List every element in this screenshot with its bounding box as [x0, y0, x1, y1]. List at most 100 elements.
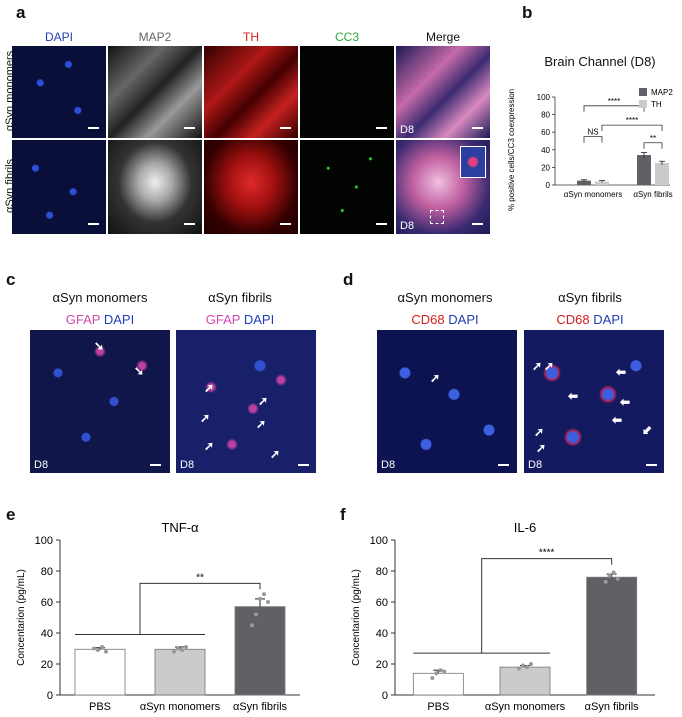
chart-f-data-point: [521, 663, 525, 668]
channel-label-merge: Merge: [425, 30, 460, 44]
chart-e-data-point: [96, 648, 100, 653]
arrow-indicator: ⬅: [568, 389, 579, 403]
arrow-indicator: ➚: [200, 411, 211, 425]
chart-e-category-label: αSyn monomers: [140, 701, 221, 713]
scalebar: [184, 127, 195, 129]
scalebar: [498, 464, 509, 466]
chart-f-ytick-label: 60: [376, 597, 388, 609]
stain-dapi: DAPI: [243, 312, 275, 327]
arrow-indicator: ➚: [258, 394, 269, 408]
chart-e-sig-label: **: [196, 572, 204, 583]
chart-e-ytick-label: 60: [41, 597, 53, 609]
panel-c-stain-monomers: GFAP DAPI: [30, 312, 170, 327]
channel-label-dapi: DAPI: [44, 30, 73, 44]
timepoint-label: D8: [34, 459, 49, 471]
micrograph-dapi-monomers: [12, 46, 106, 138]
arrow-indicator: ➘: [94, 339, 105, 353]
chart-b-sig-fibrils-label: **: [650, 134, 656, 143]
panel-d-letter: d: [343, 270, 354, 289]
chart-f-data-point: [525, 665, 529, 670]
panel-d-stain-fibrils: CD68 DAPI: [520, 312, 660, 327]
scalebar: [646, 464, 657, 466]
chart-e-sig-bracket: [139, 582, 261, 635]
chart-f: IL-6 Concentarion (pg/mL) 0 20 40 60 80 100 PBS α…: [351, 520, 655, 713]
chart-e-data-point: [184, 644, 188, 649]
panel-d-stain-monomers: CD68 DAPI: [375, 312, 515, 327]
arrow-indicator: ➚: [532, 359, 543, 373]
chart-e-data-point: [172, 649, 176, 654]
micrograph-gfap-fibrils: [176, 330, 316, 473]
panel-f-letter: f: [340, 505, 346, 524]
timepoint-label: D8: [381, 459, 396, 471]
scalebar: [298, 464, 309, 466]
chart-b-sig-th-label: ****: [626, 116, 638, 125]
chart-b-ytick-label: 80: [541, 111, 550, 120]
chart-e-ytick-label: 20: [41, 659, 53, 671]
arrow-indicator: ➚: [430, 371, 441, 385]
scalebar: [472, 127, 483, 129]
chart-f-data-point: [517, 666, 521, 671]
micrograph-merge-fibrils: [396, 140, 490, 234]
chart-e-data-point: [100, 644, 104, 649]
chart-f-category-label: PBS: [427, 701, 449, 713]
stain-cd68: CD68: [556, 312, 590, 327]
stain-cd68: CD68: [411, 312, 445, 327]
chart-f-category-label: αSyn fibrils: [585, 701, 640, 713]
chart-f-sig-bracket: [481, 558, 613, 654]
panel-e-letter: e: [6, 505, 16, 524]
chart-title-brain-channel: Brain Channel (D8): [544, 54, 656, 69]
chart-b-ytick-label: 60: [541, 128, 550, 137]
chart-e-bar: [154, 648, 206, 696]
micrograph-map2-fibrils: [108, 140, 202, 234]
scalebar: [376, 223, 387, 225]
channel-label-cc3: CC3: [334, 30, 359, 44]
stain-gfap: GFAP: [205, 312, 241, 327]
micrograph-cc3-fibrils: [300, 140, 394, 234]
chart-f-title: IL-6: [514, 520, 536, 535]
stain-dapi: DAPI: [103, 312, 135, 327]
arrow-indicator: ➚: [270, 447, 281, 461]
chart-f-bar: [586, 576, 638, 696]
merge-roi-dashed-box: [430, 210, 444, 224]
chart-b-legend-label: MAP2: [651, 88, 673, 97]
chart-b-legend-label: TH: [651, 100, 662, 109]
chart-b-bar: [577, 180, 591, 185]
stain-dapi: DAPI: [448, 312, 479, 327]
chart-f-sig-label: ****: [539, 548, 555, 559]
chart-b-ylabel: % positive cells/CC3 coexpression: [507, 89, 516, 211]
chart-f-data-point: [615, 576, 620, 581]
chart-e: TNF-α Concentarion (pg/mL) 0 20 40 60 80 100 PBS…: [16, 520, 300, 713]
chart-e-data-point: [92, 646, 96, 651]
timepoint-label: D8: [400, 220, 415, 232]
arrow-indicator: ➚: [204, 439, 215, 453]
chart-b-sig-ns-label: NS: [587, 128, 598, 137]
micrograph-gfap-monomers: [30, 330, 170, 473]
chart-b-legend-swatch: [639, 88, 647, 96]
chart-e-ytick-label: 0: [47, 690, 53, 702]
stain-gfap: GFAP: [65, 312, 101, 327]
scalebar: [472, 223, 483, 225]
chart-b-sig-fibrils-bracket: [643, 142, 663, 149]
chart-e-data-point: [250, 623, 254, 628]
panel-b-letter: b: [522, 3, 533, 22]
scalebar: [280, 223, 291, 225]
panel-d-title-monomers: αSyn monomers: [397, 290, 493, 305]
chart-e-data-point: [266, 600, 270, 604]
chart-f-ytick-label: 20: [376, 659, 388, 671]
panel-a-letter: a: [16, 3, 26, 22]
chart-e-data-point: [254, 612, 258, 617]
chart-e-category-label: PBS: [89, 701, 111, 713]
timepoint-label: D8: [400, 124, 415, 136]
chart-e-category-label: αSyn fibrils: [233, 701, 288, 713]
scalebar: [376, 127, 387, 129]
chart-b-ytick-label: 0: [546, 181, 551, 190]
arrow-indicator: ➚: [204, 381, 215, 395]
chart-e-bar: [74, 648, 126, 696]
chart-b-ytick-label: 20: [541, 163, 550, 172]
chart-f-data-point: [607, 573, 612, 578]
channel-label-th: TH: [243, 30, 259, 44]
chart-b-bar: [637, 155, 651, 185]
scalebar: [88, 223, 99, 225]
chart-f-ylabel: Concentarion (pg/mL): [351, 569, 362, 666]
chart-b-sig-map2-label: ****: [608, 97, 620, 106]
